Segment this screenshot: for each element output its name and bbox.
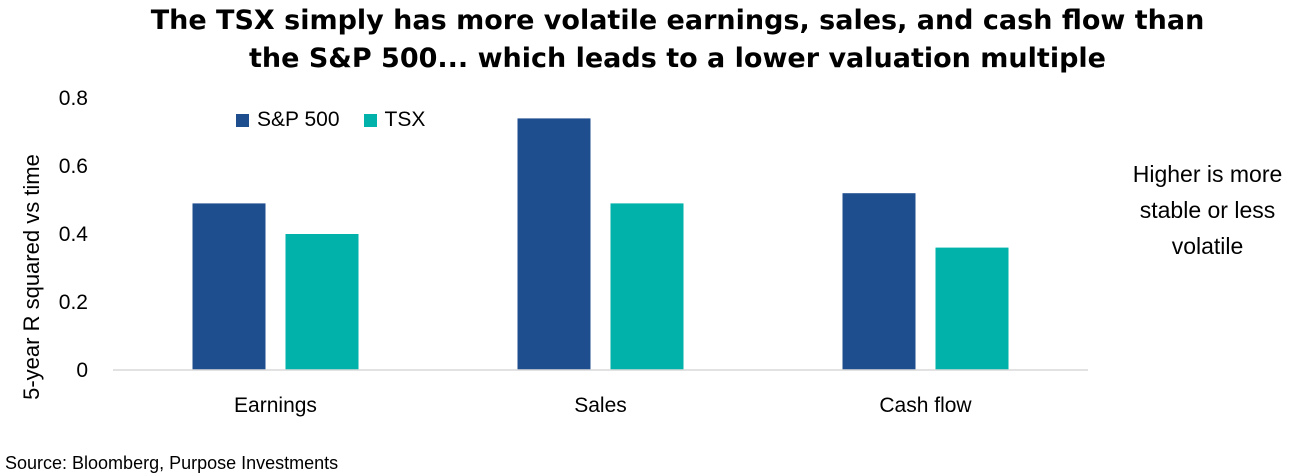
y-tick-label: 0 <box>76 359 88 382</box>
legend-item-sp500: S&P 500 <box>236 107 340 133</box>
y-tick-label: 0.2 <box>59 291 88 314</box>
bar-tsx-earnings <box>285 234 359 370</box>
y-tick-label: 0.4 <box>59 223 89 246</box>
legend: S&P 500 TSX <box>236 107 449 133</box>
chart-title-line-1: The TSX simply has more volatile earning… <box>150 5 1205 36</box>
y-tick-label: 0.8 <box>59 87 88 110</box>
x-tick-label: Cash flow <box>879 394 972 417</box>
y-tick-label: 0.6 <box>59 155 88 178</box>
x-tick-label: Earnings <box>234 394 317 417</box>
source-note: Source: Bloomberg, Purpose Investments <box>5 453 339 473</box>
bar-tsx-cash-flow <box>935 247 1009 370</box>
bar-sp500-sales <box>517 118 591 371</box>
bar-chart: 0 0.2 0.4 0.6 0.8 Earnings Sales Cash flow <box>59 87 1088 417</box>
bar-sp500-cash-flow <box>842 193 916 370</box>
x-tick-label: Sales <box>574 394 627 417</box>
legend-swatch-sp500 <box>236 113 249 127</box>
legend-item-tsx: TSX <box>363 107 426 133</box>
legend-label-sp500: S&P 500 <box>257 108 340 131</box>
bar-sp500-earnings <box>192 203 266 370</box>
stability-annotation: Higher is more stable or less volatile <box>1100 156 1315 264</box>
annotation-line-2: stable or less <box>1139 197 1276 223</box>
bar-tsx-sales <box>610 203 684 370</box>
annotation-line-1: Higher is more <box>1132 161 1283 187</box>
annotation-line-3: volatile <box>1171 233 1244 259</box>
legend-swatch-tsx <box>363 113 377 127</box>
chart-title-line-2: the S&P 500... which leads to a lower va… <box>249 43 1106 74</box>
y-axis-label: 5-year R squared vs time <box>19 154 44 400</box>
legend-label-tsx: TSX <box>384 108 426 131</box>
chart-title: The TSX simply has more volatile earning… <box>0 2 1315 78</box>
